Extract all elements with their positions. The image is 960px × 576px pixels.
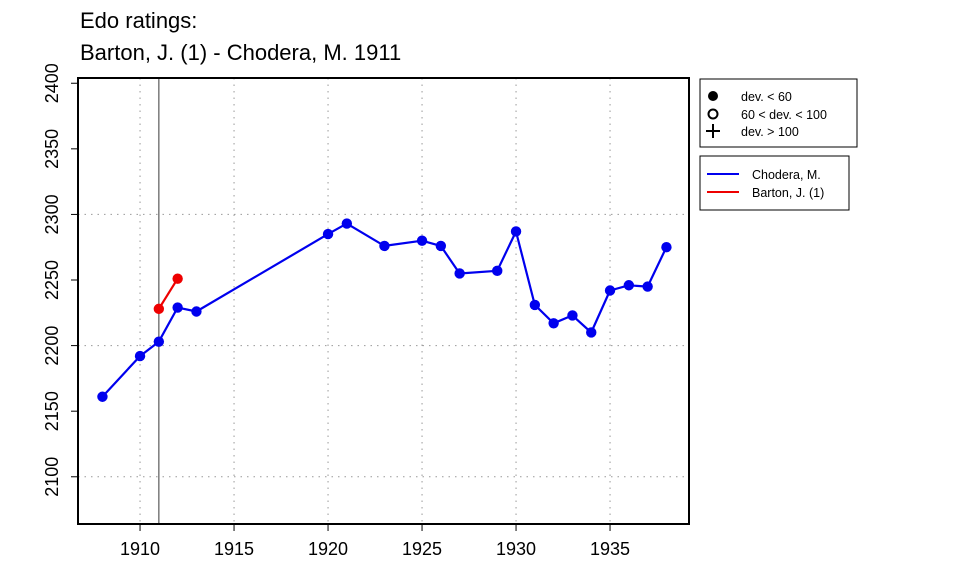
y-tick-label-2100: 2100 — [42, 457, 62, 497]
data-point — [172, 273, 183, 284]
y-axis: 2100 2150 2200 2250 2300 2350 2400 — [42, 63, 78, 497]
marker-legend: dev. < 60 60 < dev. < 100 dev. > 100 — [699, 78, 858, 148]
series-1 — [153, 273, 183, 315]
y-tick-label-2250: 2250 — [42, 260, 62, 300]
marker-legend-box — [699, 78, 858, 148]
data-point — [492, 265, 503, 277]
filled-circle-icon — [708, 91, 718, 101]
series-legend-box — [699, 155, 850, 211]
data-point — [529, 299, 541, 311]
data-point — [510, 226, 522, 237]
series-layer — [97, 218, 672, 402]
data-point — [623, 280, 635, 291]
x-tick-label-1910: 1910 — [120, 539, 160, 559]
data-point — [567, 310, 578, 321]
series-0 — [97, 218, 672, 402]
y-tick-label-2150: 2150 — [42, 391, 62, 431]
x-tick-label-1935: 1935 — [590, 539, 630, 559]
series-line-1 — [157, 278, 179, 310]
y-tick-label-2300: 2300 — [42, 194, 62, 234]
data-point — [322, 228, 334, 240]
data-point — [435, 240, 447, 252]
chart-title-line-2: Barton, J. (1) - Chodera, M. 1911 — [80, 40, 401, 65]
x-tick-label-1930: 1930 — [496, 539, 536, 559]
open-circle-icon — [707, 108, 719, 120]
plus-icon — [706, 124, 720, 138]
y-tick-label-2200: 2200 — [42, 326, 62, 366]
chart-title-line-1: Edo ratings: — [80, 8, 197, 33]
series-legend-label-barton: Barton, J. (1) — [752, 186, 824, 200]
data-point — [661, 242, 672, 253]
marker-legend-label-3: dev. > 100 — [741, 125, 799, 139]
plot-frame — [77, 77, 690, 525]
data-point — [172, 302, 183, 313]
grid-lines — [78, 78, 689, 524]
data-point — [97, 391, 108, 402]
marker-legend-label-1: dev. < 60 — [741, 90, 792, 104]
data-point — [548, 318, 559, 329]
marker-legend-label-2: 60 < dev. < 100 — [741, 108, 827, 122]
y-tick-label-2350: 2350 — [42, 129, 62, 169]
data-point — [642, 281, 653, 292]
data-point — [604, 285, 616, 296]
x-tick-label-1920: 1920 — [308, 539, 348, 559]
x-tick-label-1925: 1925 — [402, 539, 442, 559]
data-point — [134, 350, 146, 362]
data-point — [586, 327, 597, 338]
data-point — [416, 235, 428, 246]
data-point — [454, 268, 465, 279]
data-point — [153, 303, 165, 315]
x-axis: 1910 1915 1920 1925 1930 1935 — [120, 524, 630, 559]
x-tick-label-1915: 1915 — [214, 539, 254, 559]
series-legend: Chodera, M. Barton, J. (1) — [699, 155, 850, 211]
data-point — [379, 240, 390, 252]
y-tick-label-2400: 2400 — [42, 63, 62, 103]
data-point — [153, 336, 165, 347]
series-legend-label-chodera: Chodera, M. — [752, 168, 821, 182]
data-point — [191, 306, 202, 317]
data-point — [341, 218, 353, 229]
